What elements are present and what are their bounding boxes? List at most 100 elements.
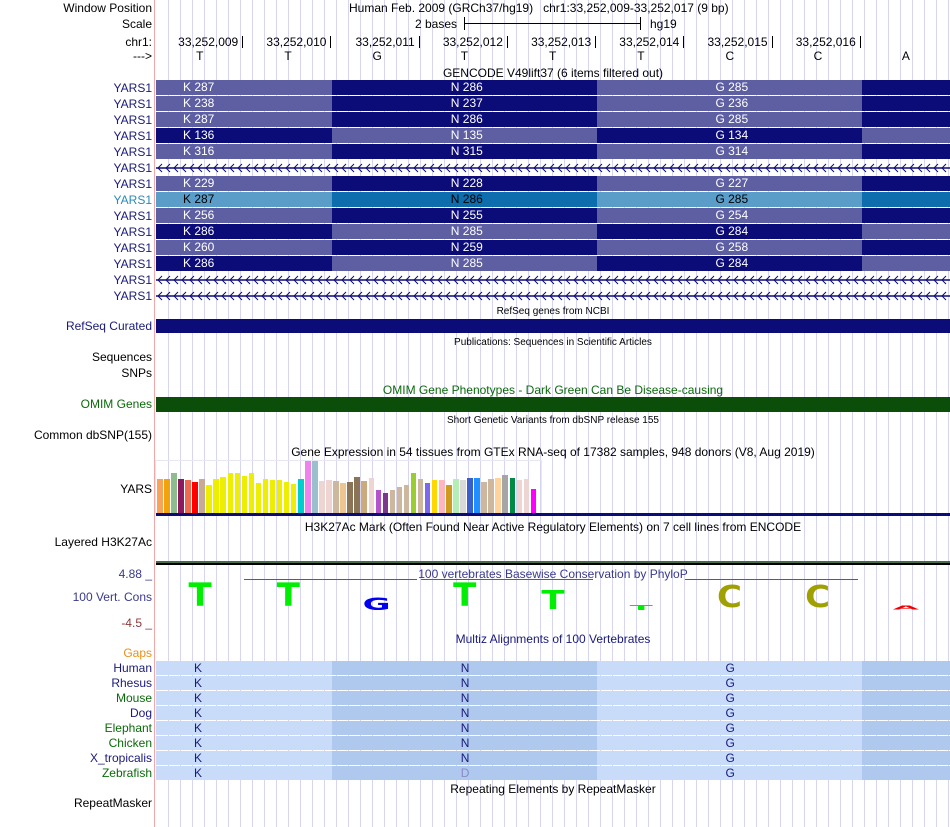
gencode-row-label[interactable]: YARS1 — [113, 177, 152, 191]
codon-block[interactable] — [861, 256, 950, 271]
gencode-track[interactable]: K 287 N 286 G 285 K 238 N 237 G 236 K 287 N 286… — [156, 80, 950, 304]
gtex-tissue-bar[interactable] — [234, 473, 241, 513]
base-ruler[interactable]: 33,252,009 33,252,010 33,252,011 33,252,012… — [156, 34, 950, 64]
gtex-tissue-bar[interactable] — [333, 480, 339, 513]
conservation-base-letter[interactable]: T — [453, 576, 477, 615]
gtex-tissue-bar[interactable] — [213, 478, 219, 513]
codon-block[interactable]: K 287 — [156, 192, 333, 207]
gtex-tissue-bar[interactable] — [516, 479, 523, 513]
conservation-base-letter[interactable]: T — [541, 585, 565, 616]
conservation-base-letter[interactable]: C — [805, 578, 831, 615]
gencode-transcript-row[interactable]: K 136 N 135 G 134 — [156, 128, 950, 143]
codon-block[interactable]: G 285 — [597, 80, 862, 95]
gtex-tissue-bar[interactable] — [227, 473, 233, 513]
gtex-tissue-bar[interactable] — [431, 479, 438, 513]
gencode-row-label[interactable]: YARS1 — [113, 241, 152, 255]
multiz-alignment[interactable]: K N G K N G K N G K N G K N G K N G K N G K D G — [156, 661, 950, 781]
gtex-tissue-bar[interactable] — [467, 477, 473, 513]
codon-block[interactable]: N 285 — [332, 224, 598, 239]
omim-gene-bar[interactable] — [156, 397, 950, 412]
gencode-transcript-row[interactable]: K 286 N 285 G 284 — [156, 256, 950, 271]
gencode-row-label[interactable]: YARS1 — [113, 161, 152, 175]
codon-block[interactable]: G 134 — [597, 128, 862, 143]
gtex-tissue-bar[interactable] — [248, 473, 255, 513]
conservation-base-letter[interactable]: G — [362, 594, 391, 615]
gencode-row-label[interactable]: YARS1 — [113, 193, 152, 207]
multiz-species-label[interactable]: Zebrafish — [101, 766, 152, 780]
gencode-row-label[interactable]: YARS1 — [113, 81, 152, 95]
codon-block[interactable]: N 255 — [332, 208, 598, 223]
gtex-tissue-bar[interactable] — [220, 476, 226, 513]
codon-block[interactable]: N 135 — [332, 128, 598, 143]
codon-block[interactable]: G 284 — [597, 256, 862, 271]
multiz-species-label[interactable]: Human — [113, 661, 152, 675]
codon-block[interactable]: K 229 — [156, 176, 333, 191]
multiz-track-title[interactable]: Multiz Alignments of 100 Vertebrates — [455, 632, 651, 646]
publications-sequences-label[interactable]: Sequences — [91, 350, 152, 364]
gtex-tissue-bar[interactable] — [290, 484, 297, 513]
gtex-tissue-bar[interactable] — [481, 481, 487, 513]
gtex-tissue-bar[interactable] — [439, 479, 445, 513]
codon-block[interactable]: N 286 — [332, 80, 598, 95]
gtex-tissue-bar[interactable] — [192, 481, 198, 513]
gtex-tissue-bar[interactable] — [340, 483, 346, 513]
codon-block[interactable]: K 287 — [156, 112, 333, 127]
gtex-tissue-bar[interactable] — [283, 481, 290, 513]
codon-block[interactable]: K 287 — [156, 80, 333, 95]
codon-block[interactable] — [861, 192, 950, 207]
gtex-tissue-bar[interactable] — [446, 485, 452, 513]
gtex-track-title[interactable]: Gene Expression in 54 tissues from GTEx … — [291, 445, 815, 459]
gtex-tissue-bar[interactable] — [509, 477, 515, 513]
conservation-base-letter[interactable]: T — [629, 603, 653, 612]
codon-block[interactable] — [861, 80, 950, 95]
conservation-track-title[interactable]: 100 vertebrates Basewise Conservation by… — [418, 567, 688, 581]
gtex-tissue-bar[interactable] — [199, 478, 205, 513]
gencode-row-label[interactable]: YARS1 — [113, 97, 152, 111]
gencode-transcript-row[interactable]: K 286 N 285 G 284 — [156, 224, 950, 239]
gtex-tissue-bar[interactable] — [326, 479, 332, 513]
gencode-row-label[interactable]: YARS1 — [113, 289, 152, 303]
gencode-intron-row[interactable] — [156, 272, 950, 287]
refseq-label[interactable]: RefSeq Curated — [65, 319, 152, 333]
gtex-tissue-bar[interactable] — [255, 483, 262, 513]
codon-block[interactable]: K 316 — [156, 144, 333, 159]
gtex-tissue-bar[interactable] — [502, 474, 508, 513]
codon-block[interactable]: K 286 — [156, 224, 333, 239]
codon-block[interactable]: K 238 — [156, 96, 333, 111]
gtex-tissue-bar[interactable] — [530, 489, 537, 513]
gencode-row-label[interactable]: YARS1 — [113, 257, 152, 271]
codon-block[interactable] — [861, 144, 950, 159]
repeatmasker-track-title[interactable]: Repeating Elements by RepeatMasker — [450, 782, 656, 796]
gtex-tissue-bar[interactable] — [185, 479, 191, 513]
codon-block[interactable] — [861, 176, 950, 191]
gtex-tissue-bar[interactable] — [157, 478, 163, 513]
conservation-base-letter[interactable]: T — [276, 576, 300, 615]
codon-block[interactable]: K 256 — [156, 208, 333, 223]
gtex-tissue-bar[interactable] — [417, 478, 424, 513]
codon-block[interactable]: N 237 — [332, 96, 598, 111]
strand-label[interactable]: ---> — [133, 49, 152, 63]
gencode-row-label[interactable]: YARS1 — [113, 273, 152, 287]
gtex-tissue-bar[interactable] — [495, 477, 501, 513]
gencode-transcript-row[interactable]: K 260 N 259 G 258 — [156, 240, 950, 255]
gtex-tissue-bar[interactable] — [298, 478, 304, 513]
gtex-tissue-bar[interactable] — [382, 493, 389, 513]
h3k27ac-label[interactable]: Layered H3K27Ac — [54, 535, 152, 549]
gtex-tissue-bar[interactable] — [375, 490, 382, 513]
omim-track-title[interactable]: OMIM Gene Phenotypes - Dark Green Can Be… — [382, 383, 724, 397]
gtex-tissue-bar[interactable] — [171, 472, 177, 513]
multiz-species-label[interactable]: Mouse — [115, 691, 152, 705]
gtex-tissue-bar[interactable] — [488, 478, 494, 513]
position-range[interactable]: chr1:33,252,009-33,252,017 (9 bp) — [543, 1, 729, 15]
multiz-species-label[interactable]: X_tropicalis — [89, 751, 152, 765]
gencode-row-label[interactable]: YARS1 — [113, 209, 152, 223]
gtex-tissue-bar[interactable] — [206, 485, 212, 513]
gtex-tissue-bar[interactable] — [276, 479, 283, 513]
codon-block[interactable]: G 236 — [597, 96, 862, 111]
